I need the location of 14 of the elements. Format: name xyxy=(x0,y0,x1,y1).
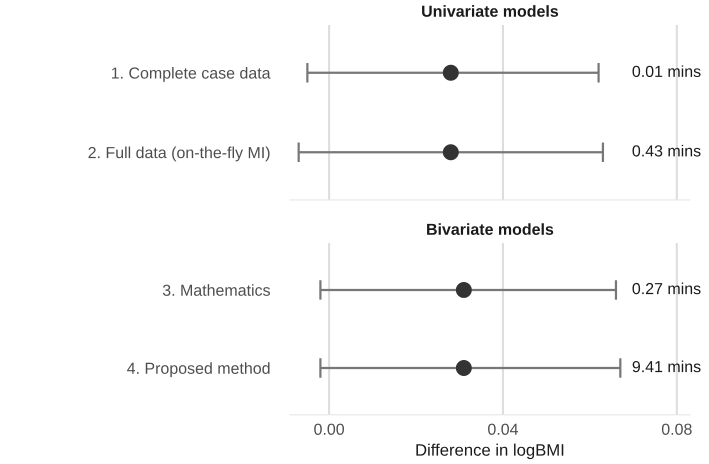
chart-title: Univariate models xyxy=(422,5,558,17)
x-tick-label: 0.08 xyxy=(662,424,692,435)
annotation: 0.01 mins xyxy=(632,65,701,78)
annotation: 0.27 mins xyxy=(632,282,701,294)
x-axis-title: Difference in logBMI xyxy=(416,444,564,460)
x-tick-label: 0.00 xyxy=(314,424,344,435)
y-tick-label: 3. Mathematics xyxy=(162,284,270,296)
annotation: 9.41 mins xyxy=(632,360,701,372)
y-tick-label: 4. Proposed method xyxy=(127,362,270,378)
y-tick-label: 2. Full data (on-the-fly MI) xyxy=(88,146,270,162)
y-tick-label: 1. Complete case data xyxy=(112,66,271,82)
x-tick-label: 0.04 xyxy=(488,424,518,435)
annotation: 0.43 mins xyxy=(632,144,701,157)
chart-title: Bivariate models xyxy=(427,223,554,235)
